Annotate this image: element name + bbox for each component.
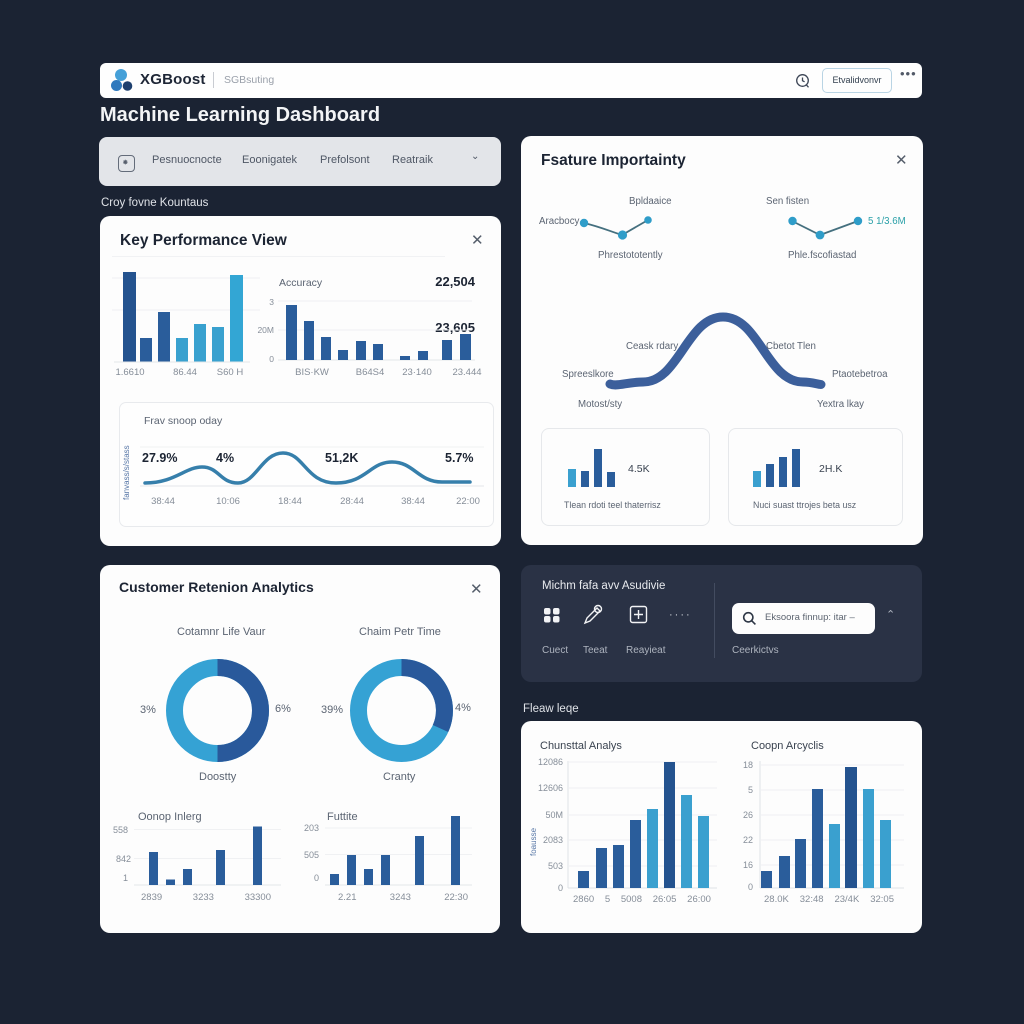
svg-text:20M: 20M — [257, 325, 274, 335]
svg-text:503: 503 — [548, 861, 563, 871]
svg-text:23,605: 23,605 — [435, 320, 475, 335]
svg-text:16: 16 — [743, 860, 753, 870]
svg-text:22,504: 22,504 — [435, 274, 476, 289]
svg-text:5: 5 — [748, 785, 753, 795]
svg-text:842: 842 — [116, 854, 131, 864]
svg-text:22: 22 — [743, 835, 753, 845]
svg-text:203: 203 — [304, 823, 319, 833]
svg-text:558: 558 — [113, 825, 128, 835]
svg-text:2083: 2083 — [543, 835, 563, 845]
svg-text:Accuracy: Accuracy — [279, 277, 323, 289]
svg-text:0: 0 — [314, 873, 319, 883]
svg-text:0: 0 — [269, 354, 274, 364]
svg-text:0: 0 — [748, 882, 753, 892]
svg-text:505: 505 — [304, 850, 319, 860]
svg-text:1: 1 — [123, 873, 128, 883]
svg-text:12606: 12606 — [538, 783, 563, 793]
svg-text:18: 18 — [743, 760, 753, 770]
svg-text:0: 0 — [558, 883, 563, 893]
svg-text:12086: 12086 — [538, 757, 563, 767]
svg-text:50M: 50M — [545, 810, 563, 820]
svg-text:3: 3 — [269, 297, 274, 307]
svg-text:26: 26 — [743, 810, 753, 820]
